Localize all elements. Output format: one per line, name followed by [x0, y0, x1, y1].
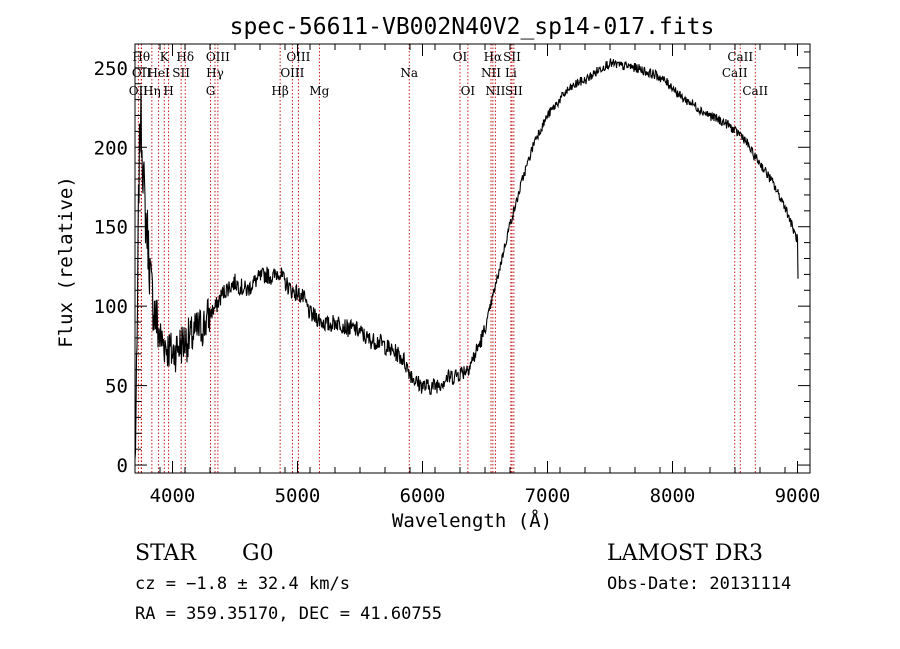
- coordinates: RA = 359.35170, DEC = 41.60755: [135, 604, 443, 624]
- x-tick-label: 4000: [150, 485, 196, 507]
- x-tick-label: 9000: [775, 485, 821, 507]
- obs-date: Obs-Date: 20131114: [607, 574, 792, 594]
- spectral-line-labels: OIIHθOIIHηHeIKHSIIHδGHγOIIIHβOIIIOIIIMgN…: [129, 50, 769, 98]
- y-tick-label: 150: [94, 217, 128, 239]
- spectral-line-label: Na: [400, 66, 418, 80]
- y-tick-label: 0: [117, 455, 128, 477]
- y-tick-label: 100: [94, 296, 128, 318]
- object-subclass: G0: [242, 541, 274, 566]
- spectral-line-label: OII: [132, 66, 152, 80]
- spectral-line-label: SII: [503, 50, 521, 64]
- spectral-line-label: OI: [453, 50, 468, 64]
- redshift-line: cz = −1.8 ± 32.4 km/s: [135, 574, 350, 594]
- spectral-line-label: Mg: [309, 84, 329, 98]
- spectral-line-label: OIII: [286, 50, 310, 64]
- spectral-line-label: Hβ: [271, 84, 288, 98]
- x-tick-label: 8000: [650, 485, 696, 507]
- spectral-line-label: Hα: [484, 50, 503, 64]
- spectral-line-label: OIII: [206, 50, 230, 64]
- axis-ticks: 4000 5000 6000 7000 8000 9000 0 50 100 150 200 250: [94, 44, 821, 507]
- spectral-line-label: SII: [505, 84, 523, 98]
- y-tick-label: 200: [94, 137, 128, 159]
- spectral-line-label: SII: [172, 66, 190, 80]
- spectral-line-label: CaII: [722, 66, 748, 80]
- spectral-line-label: NII: [481, 66, 501, 80]
- chart-title: spec-56611-VB002N40V2_sp14-017.fits: [230, 14, 715, 40]
- spectral-line-label: OI: [461, 84, 476, 98]
- plot-frame: [134, 43, 811, 474]
- flux-series-line: [134, 58, 799, 459]
- spectral-line-label: H: [163, 84, 173, 98]
- spectral-line-markers: [137, 44, 756, 473]
- spectral-line-label: HeI: [147, 66, 170, 80]
- x-tick-label: 6000: [400, 485, 446, 507]
- spectral-line-label: G: [206, 84, 216, 98]
- spectral-line-label: K: [160, 50, 170, 64]
- spectral-line-label: Hη: [143, 84, 161, 98]
- y-tick-label: 50: [105, 376, 128, 398]
- spectral-line-label: OIII: [280, 66, 304, 80]
- spectral-line-label: Hθ: [132, 50, 150, 64]
- spectral-line-label: NII: [485, 84, 505, 98]
- object-class: STAR: [135, 541, 196, 566]
- x-tick-label: 7000: [525, 485, 571, 507]
- spectral-line-label: Li: [505, 66, 517, 80]
- x-axis-label: Wavelength (Å): [392, 509, 552, 532]
- survey-name: LAMOST DR3: [607, 541, 763, 566]
- y-axis-label: Flux (relative): [55, 176, 77, 348]
- spectral-line-label: Hγ: [206, 66, 224, 80]
- x-tick-label: 5000: [275, 485, 321, 507]
- spectral-line-label: CaII: [727, 50, 753, 64]
- spectral-line-label: OII: [129, 84, 149, 98]
- spectral-line-label: CaII: [742, 84, 768, 98]
- y-tick-label: 250: [94, 58, 128, 80]
- spectral-line-label: Hδ: [176, 50, 194, 64]
